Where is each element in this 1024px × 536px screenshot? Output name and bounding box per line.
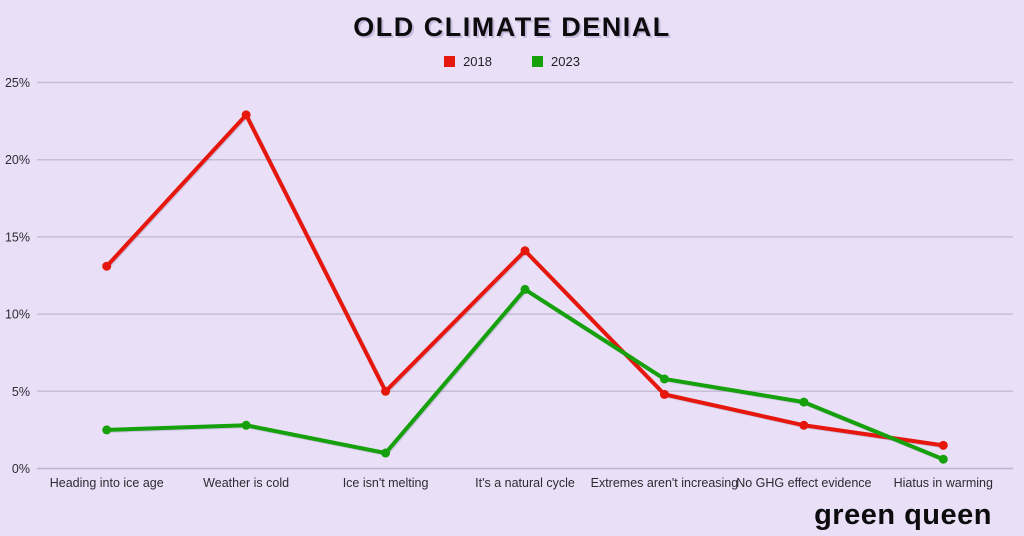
data-point-2023-2 <box>381 448 391 458</box>
data-point-2023-3 <box>520 284 530 294</box>
x-category-label-5: No GHG effect evidence <box>736 476 871 490</box>
data-point-2018-2 <box>381 386 391 396</box>
x-category-label-1: Weather is cold <box>203 476 289 490</box>
data-point-2023-4 <box>659 374 669 384</box>
x-category-label-2: Ice isn't melting <box>343 476 429 490</box>
chart-legend: 2018 2023 <box>0 54 1024 69</box>
data-point-2018-0 <box>102 261 112 271</box>
data-point-2023-5 <box>799 397 809 407</box>
y-tick-label-15%: 15% <box>5 230 30 244</box>
y-tick-label-0%: 0% <box>12 462 30 476</box>
data-point-2018-3 <box>520 246 530 256</box>
y-tick-label-25%: 25% <box>5 76 30 90</box>
y-tick-label-5%: 5% <box>12 385 30 399</box>
legend-item-2018: 2018 <box>444 54 492 69</box>
green-queen-logo: green queen <box>814 499 992 531</box>
y-tick-label-20%: 20% <box>5 153 30 167</box>
legend-item-2023: 2023 <box>532 54 580 69</box>
x-category-label-0: Heading into ice age <box>50 476 164 490</box>
legend-label-2023: 2023 <box>551 54 580 69</box>
data-point-2018-4 <box>659 389 669 399</box>
x-category-label-4: Extremes aren't increasing <box>591 476 739 490</box>
data-point-2023-1 <box>241 420 251 430</box>
data-point-2018-6 <box>938 440 948 450</box>
series-line-2018 <box>104 112 946 448</box>
legend-swatch-2018-icon <box>444 56 456 67</box>
data-point-2023-6 <box>938 454 948 464</box>
y-tick-label-10%: 10% <box>5 308 30 322</box>
x-category-label-6: Hiatus in warming <box>894 476 993 490</box>
series-line-2023 <box>104 287 946 462</box>
data-point-2018-1 <box>241 110 251 120</box>
x-category-label-3: It's a natural cycle <box>475 476 575 490</box>
chart-title: OLD CLIMATE DENIAL <box>353 12 671 42</box>
legend-label-2018: 2018 <box>463 54 492 69</box>
legend-swatch-2023-icon <box>532 56 543 67</box>
data-point-2018-5 <box>799 420 809 430</box>
data-point-2023-0 <box>102 425 112 435</box>
